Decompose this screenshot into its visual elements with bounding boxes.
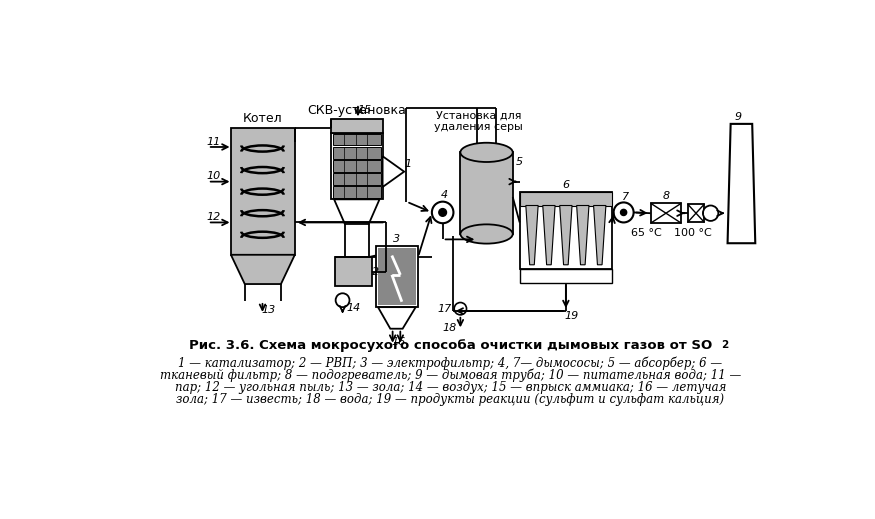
Text: 3: 3 [393,234,400,243]
Circle shape [703,206,718,221]
Text: 2: 2 [721,340,728,350]
Circle shape [439,209,446,216]
Text: 14: 14 [346,303,360,313]
Polygon shape [728,124,755,243]
Text: 9: 9 [735,112,742,122]
Text: 8: 8 [662,192,669,201]
Bar [332,173,382,185]
Text: 19: 19 [565,311,579,321]
Polygon shape [526,206,538,265]
Text: 11: 11 [206,136,221,146]
Polygon shape [378,307,416,329]
Text: 1: 1 [404,159,411,169]
Circle shape [613,202,634,223]
Text: Установка для
удаления серы: Установка для удаления серы [435,111,523,132]
Text: 15: 15 [357,105,371,115]
Text: 100 °C: 100 °C [674,228,711,238]
Bar [332,134,382,145]
Text: 7: 7 [621,192,629,202]
Text: 4: 4 [441,190,448,200]
Bar [331,133,382,199]
Text: 17: 17 [438,304,452,313]
Ellipse shape [460,224,513,243]
Bar [520,192,612,269]
Bar [651,203,682,223]
Text: Котел: Котел [242,112,283,125]
Text: 10: 10 [206,171,221,181]
Bar [375,245,418,307]
Polygon shape [577,206,589,265]
Circle shape [620,209,626,215]
Bar [331,119,382,133]
Polygon shape [593,206,605,265]
Text: 6: 6 [563,180,570,190]
Bar [332,186,382,198]
Text: зола; 17 — известь; 18 — вода; 19 — продукты реакции (сульфит и сульфат кальция): зола; 17 — известь; 18 — вода; 19 — прод… [176,393,724,406]
Text: СКВ-установка: СКВ-установка [307,103,406,117]
Ellipse shape [460,143,513,162]
Bar [332,160,382,172]
Circle shape [454,303,466,315]
Bar [231,128,295,255]
Circle shape [432,202,453,223]
Polygon shape [542,206,555,265]
Text: тканевый фильтр; 8 — подогреватель; 9 — дымовая труба; 10 — питательная вода; 11: тканевый фильтр; 8 — подогреватель; 9 — … [160,368,741,382]
Polygon shape [231,255,295,284]
Text: 18: 18 [443,323,457,333]
Polygon shape [560,206,572,265]
Text: Рис. 3.6. Схема мокросухого способа очистки дымовых газов от SO: Рис. 3.6. Схема мокросухого способа очис… [189,339,712,352]
Bar [335,257,372,286]
Polygon shape [382,156,404,187]
Bar [378,248,416,305]
Bar [332,147,382,158]
Bar [520,192,612,206]
Circle shape [336,293,349,307]
Text: 12: 12 [206,212,221,222]
Text: 16: 16 [392,337,406,347]
Text: 1 — катализатор; 2 — РВП; 3 — электрофильтр; 4, 7— дымососы; 5 — абсорбер; 6 —: 1 — катализатор; 2 — РВП; 3 — электрофил… [178,357,723,370]
Text: 13: 13 [262,305,276,315]
Text: пар; 12 — угольная пыль; 13 — зола; 14 — воздух; 15 — впрыск аммиака; 16 — летуч: пар; 12 — угольная пыль; 13 — зола; 14 —… [175,381,726,394]
Bar [460,153,513,234]
Polygon shape [334,199,380,224]
Text: 5: 5 [515,157,522,168]
Polygon shape [520,269,612,282]
Text: 2: 2 [372,267,379,277]
Bar [688,204,704,223]
Text: 65 °C: 65 °C [632,228,662,238]
